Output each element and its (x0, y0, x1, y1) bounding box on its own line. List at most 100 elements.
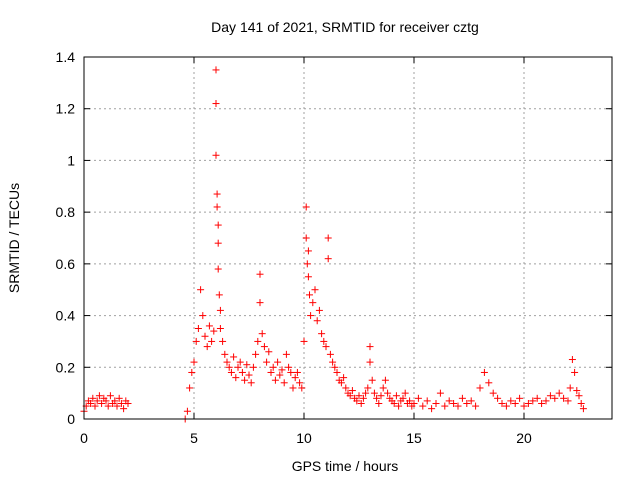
data-point (445, 397, 453, 405)
data-point (366, 358, 374, 366)
x-tick-label: 0 (80, 430, 88, 446)
data-point (355, 392, 363, 400)
data-point (188, 368, 196, 376)
data-point (395, 402, 403, 410)
data-point (399, 394, 407, 402)
data-point (337, 379, 345, 387)
data-point (117, 399, 125, 407)
data-point (575, 392, 583, 400)
data-point (289, 384, 297, 392)
data-point (212, 66, 220, 74)
data-point (579, 405, 587, 413)
x-axis-label: GPS time / hours (292, 458, 399, 474)
data-point (546, 392, 554, 400)
data-point (190, 358, 198, 366)
data-point (265, 348, 273, 356)
data-point (542, 397, 550, 405)
data-point (489, 389, 497, 397)
data-point (106, 392, 114, 400)
x-tick-label: 15 (406, 430, 422, 446)
data-point (236, 358, 244, 366)
data-point (359, 394, 367, 402)
data-point (502, 402, 510, 410)
data-point (216, 306, 224, 314)
data-point (223, 358, 231, 366)
y-tick-label: 1.2 (56, 101, 76, 117)
data-point (280, 379, 288, 387)
data-point (93, 397, 101, 405)
y-tick-label: 0.4 (56, 308, 76, 324)
data-point (98, 399, 106, 407)
data-point (315, 306, 323, 314)
data-point (276, 371, 284, 379)
data-point (291, 374, 299, 382)
data-point (274, 358, 282, 366)
chart-title: Day 141 of 2021, SRMTID for receiver czt… (211, 19, 479, 35)
data-point (296, 379, 304, 387)
data-point (205, 322, 213, 330)
data-point (551, 394, 559, 402)
data-point (298, 384, 306, 392)
data-point (362, 389, 370, 397)
data-point (368, 376, 376, 384)
data-point (258, 330, 266, 338)
grid (84, 57, 612, 419)
data-point (313, 317, 321, 325)
data-point (436, 389, 444, 397)
data-point (287, 368, 295, 376)
data-point (304, 247, 312, 255)
data-point (326, 350, 334, 358)
data-point (463, 399, 471, 407)
data-point (357, 399, 365, 407)
data-point (111, 397, 119, 405)
data-point (322, 343, 330, 351)
data-point (300, 337, 308, 345)
data-point (432, 399, 440, 407)
data-point (390, 399, 398, 407)
data-point (269, 363, 277, 371)
data-point (215, 291, 223, 299)
data-point (89, 394, 97, 402)
data-point (564, 397, 572, 405)
data-point (102, 397, 110, 405)
data-point (254, 337, 262, 345)
data-point (201, 332, 209, 340)
y-tick-label: 0.6 (56, 256, 76, 272)
data-point (210, 327, 218, 335)
data-point (401, 389, 409, 397)
data-point (566, 384, 574, 392)
data-point (285, 363, 293, 371)
x-tick-label: 20 (516, 430, 532, 446)
data-point (213, 190, 221, 198)
data-point (306, 291, 313, 299)
data-point (87, 399, 95, 407)
data-point (428, 405, 436, 413)
data-point (348, 387, 356, 395)
data-point (183, 407, 191, 415)
data-point (213, 203, 221, 211)
data-point (511, 399, 519, 407)
data-point (214, 265, 222, 273)
data-point (329, 358, 337, 366)
y-tick-label: 0.2 (56, 359, 76, 375)
data-point (227, 368, 235, 376)
data-point (467, 397, 475, 405)
data-point (342, 384, 350, 392)
data-point (309, 299, 317, 307)
y-tick-label: 1 (67, 152, 75, 168)
data-point (212, 151, 220, 159)
data-point (219, 337, 227, 345)
data-point (214, 239, 222, 247)
data-point (480, 368, 488, 376)
y-tick-label: 1.4 (56, 49, 76, 65)
data-point (113, 402, 121, 410)
data-point (377, 392, 385, 400)
data-point (318, 330, 326, 338)
data-point (293, 368, 301, 376)
data-point (260, 343, 268, 351)
data-point (533, 394, 541, 402)
data-point (252, 350, 260, 358)
data-point (95, 392, 103, 400)
data-point (366, 343, 374, 351)
